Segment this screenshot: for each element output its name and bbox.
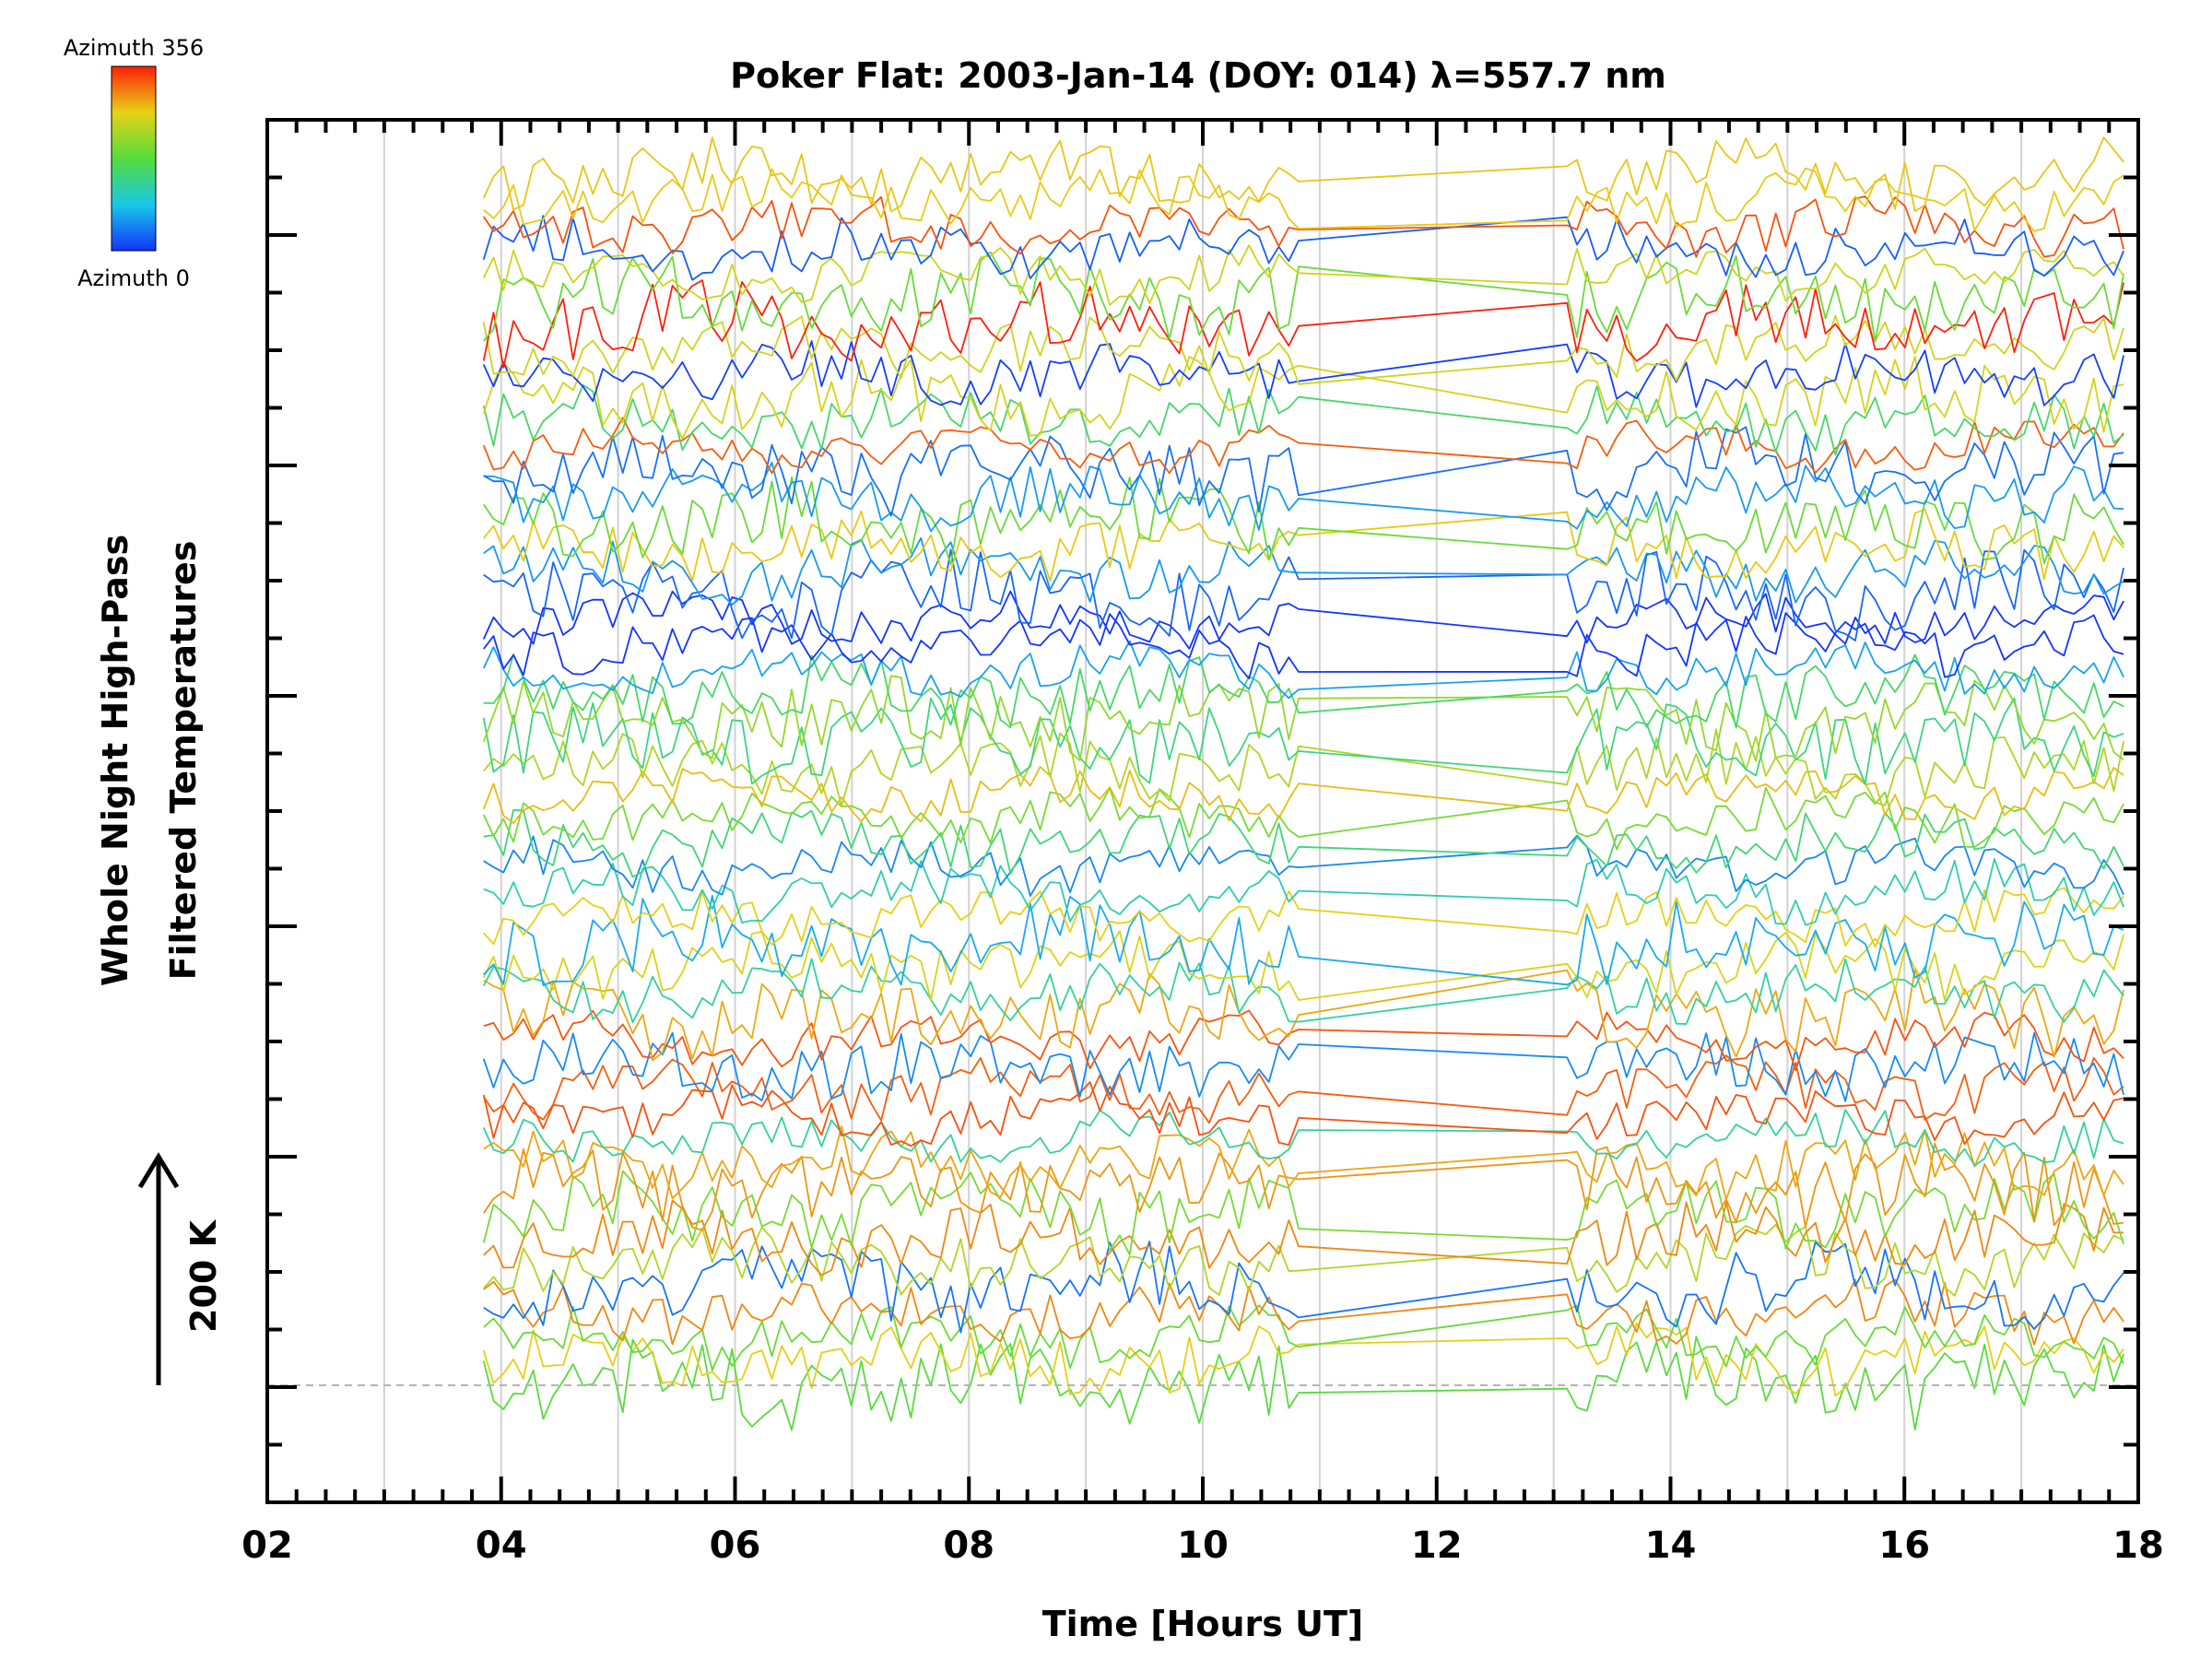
series-line (482, 1109, 2124, 1167)
series-line (483, 834, 2124, 897)
series-line (483, 653, 2124, 729)
x-tick-label: 06 (710, 1524, 761, 1567)
x-tick-label: 12 (1411, 1524, 1463, 1567)
series-line (482, 612, 2124, 680)
y-axis-label-line2: Filtered Temperatures (163, 541, 204, 981)
series-line (482, 314, 2124, 385)
scale-label: 200 K (183, 1218, 224, 1333)
series-line (483, 1125, 2124, 1201)
series-line (483, 728, 2124, 807)
series-line (482, 244, 2124, 306)
series-line (482, 1031, 2124, 1102)
scale-arrow: 200 K (137, 1152, 224, 1385)
scale-arrow-head (137, 1152, 180, 1189)
series-line (482, 476, 2124, 566)
x-tick-label: 14 (1645, 1524, 1697, 1567)
colorbar: Azimuth 356 Azimuth 0 (64, 35, 204, 291)
colorbar-gradient (111, 65, 157, 252)
x-tick-label: 04 (476, 1524, 527, 1567)
colorbar-top-label: Azimuth 356 (64, 35, 204, 61)
series-line (482, 383, 2124, 456)
series-line (483, 858, 2124, 926)
series-line (482, 340, 2124, 408)
series-line (483, 536, 2124, 606)
series-line (482, 1170, 2124, 1256)
series-line (482, 1081, 2124, 1147)
series-line (483, 1223, 2124, 1297)
series-line (483, 1009, 2124, 1072)
series-line (483, 1199, 2124, 1277)
x-tick-labels: 02 04 06 08 10 12 14 16 18 (241, 1524, 2164, 1567)
series-line (483, 426, 2124, 517)
x-axis-label: Time [Hours UT] (1042, 1604, 1364, 1644)
series-line (483, 167, 2124, 232)
series-line (483, 968, 2124, 1062)
series-line (482, 279, 2124, 369)
series-line (482, 675, 2124, 762)
series-line (482, 1142, 2124, 1231)
x-tick-label: 10 (1177, 1524, 1229, 1567)
x-tick-label: 18 (2112, 1524, 2164, 1567)
series-line (482, 766, 2124, 824)
series-line (483, 887, 2124, 948)
x-tick-label: 08 (943, 1524, 994, 1567)
series-line (482, 640, 2124, 700)
series-line (483, 1278, 2124, 1346)
series-line (482, 958, 2124, 1025)
y-axis-label-line1: Whole Night High-Pass (95, 535, 135, 986)
series-line (483, 251, 2124, 343)
x-tick-label: 16 (1878, 1524, 1930, 1567)
x-tick-label: 02 (241, 1524, 293, 1567)
series-line (483, 1241, 2124, 1334)
series-line (482, 195, 2124, 258)
ticks (265, 118, 2140, 1504)
series-line (482, 590, 2124, 650)
series-line (483, 548, 2124, 641)
series-line (482, 508, 2124, 582)
series-line (482, 1335, 2124, 1431)
series-line (482, 355, 2124, 440)
series-line (482, 136, 2124, 213)
chart-title: Poker Flat: 2003-Jan-14 (DOY: 014) λ=557… (730, 55, 1666, 96)
colorbar-bottom-label: Azimuth 0 (77, 265, 190, 291)
series-line (482, 1322, 2124, 1397)
series-line (483, 461, 2124, 533)
series-line (482, 215, 2124, 281)
series-line (482, 786, 2124, 851)
series-line (482, 1054, 2124, 1124)
series-layer (482, 136, 2124, 1431)
series-line (483, 1304, 2124, 1371)
series-line (482, 417, 2124, 475)
